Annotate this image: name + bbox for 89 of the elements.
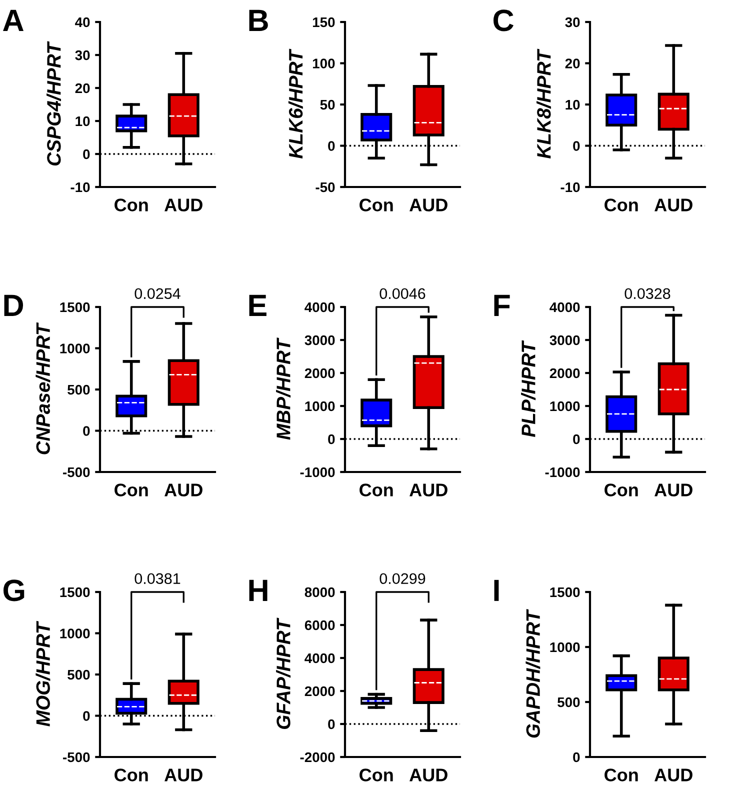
y-axis-title: CSPG4/HPRT — [46, 41, 62, 166]
y-tick-label: 1500 — [60, 302, 90, 312]
y-tick-label: 2000 — [550, 368, 580, 378]
y-tick-label: 500 — [68, 670, 90, 680]
y-tick-label: -1000 — [300, 467, 335, 478]
y-axis-title: PLP/HPRT — [521, 340, 536, 438]
text: 0.0328 — [624, 288, 670, 300]
text: 0.0254 — [134, 288, 180, 300]
y-tick-label: 0 — [328, 141, 335, 151]
text: C — [494, 10, 514, 32]
y-tick-label: 500 — [68, 384, 90, 395]
x-tick-label: AUD — [164, 484, 202, 496]
y-tick-label: 0 — [573, 752, 580, 762]
text: A — [3, 10, 24, 31]
x-tick-label: Con — [604, 484, 638, 496]
y-tick-label: 1000 — [60, 628, 90, 638]
y-tick-label: -10 — [70, 182, 90, 192]
y-tick-label: 20 — [565, 58, 580, 68]
y-tick-label: 30 — [565, 17, 580, 28]
y-tick-label: 2000 — [304, 686, 335, 696]
y-tick-label: -1000 — [545, 467, 580, 478]
text: I — [494, 580, 499, 601]
y-tick-label: 0 — [83, 426, 90, 436]
y-tick-label: 50 — [320, 100, 335, 110]
y-tick-label: 1500 — [60, 587, 90, 598]
text: 0.0299 — [380, 573, 426, 584]
y-tick-label: 0 — [328, 719, 335, 730]
y-tick-label: 6000 — [304, 620, 335, 630]
x-tick-label: AUD — [654, 484, 692, 496]
y-axis-title: GFAP/HPRT — [276, 618, 291, 730]
text: E — [249, 294, 266, 316]
x-tick-label: Con — [114, 768, 148, 782]
x-tick-label: Con — [360, 484, 393, 496]
x-tick-label: AUD — [410, 768, 448, 782]
x-tick-label: Con — [604, 198, 638, 212]
x-tick-label: AUD — [410, 198, 448, 212]
x-tick-label: AUD — [654, 768, 692, 782]
y-tick-label: -500 — [63, 467, 90, 478]
y-tick-label: 40 — [75, 17, 90, 28]
x-tick-label: Con — [114, 484, 148, 496]
y-tick-label: 2000 — [304, 368, 335, 378]
y-tick-label: 500 — [558, 697, 580, 708]
y-tick-label: -10 — [560, 182, 580, 192]
text: D — [4, 294, 24, 316]
y-tick-label: 0 — [83, 711, 90, 721]
y-axis-title: KLK6/HPRT — [288, 48, 303, 159]
y-tick-label: -2000 — [300, 752, 335, 762]
y-tick-label: 30 — [75, 50, 90, 60]
y-tick-label: 1000 — [60, 344, 90, 354]
y-tick-label: 8000 — [304, 587, 335, 598]
x-tick-label: Con — [360, 198, 393, 212]
y-tick-label: -500 — [63, 752, 90, 762]
y-tick-label: 4000 — [304, 302, 335, 312]
text: 0.0046 — [380, 288, 426, 300]
x-tick-label: Con — [604, 768, 638, 782]
y-tick-label: 20 — [75, 83, 90, 94]
y-tick-label: 1000 — [550, 401, 580, 412]
y-tick-label: 1000 — [305, 401, 335, 412]
y-tick-label: 1500 — [550, 587, 580, 598]
y-tick-label: 0 — [83, 149, 90, 160]
y-tick-label: 4000 — [304, 653, 335, 664]
y-tick-label: 10 — [566, 100, 580, 110]
text: G — [4, 580, 24, 602]
text: 0.0381 — [134, 573, 180, 584]
x-tick-label: AUD — [410, 484, 448, 496]
text: H — [249, 580, 268, 601]
x-tick-label: AUD — [164, 198, 202, 212]
x-tick-label: Con — [114, 198, 148, 212]
y-tick-label: 150 — [312, 17, 335, 28]
y-axis-title: MBP/HPRT — [276, 338, 291, 440]
y-axis-title: GAPDH/HPRT — [526, 609, 540, 738]
y-tick-label: 0 — [573, 434, 580, 444]
y-tick-label: 100 — [312, 58, 335, 68]
y-axis-title: MOG/HPRT — [36, 620, 50, 726]
x-tick-label: AUD — [164, 768, 202, 782]
text: F — [494, 294, 510, 316]
y-tick-label: 0 — [328, 434, 335, 444]
y-axis-title: CNPase/HPRT — [36, 322, 50, 454]
y-tick-label: 10 — [76, 116, 90, 126]
y-axis-title: KLK8/HPRT — [536, 48, 552, 159]
y-tick-label: 4000 — [550, 302, 580, 312]
y-tick-label: -50 — [316, 182, 335, 192]
y-tick-label: 3000 — [550, 335, 580, 346]
y-tick-label: 3000 — [304, 335, 335, 346]
text: B — [249, 10, 268, 31]
y-tick-label: 1000 — [550, 642, 580, 652]
y-tick-label: 0 — [573, 141, 580, 151]
x-tick-label: Con — [360, 768, 393, 782]
x-tick-label: AUD — [654, 198, 692, 212]
